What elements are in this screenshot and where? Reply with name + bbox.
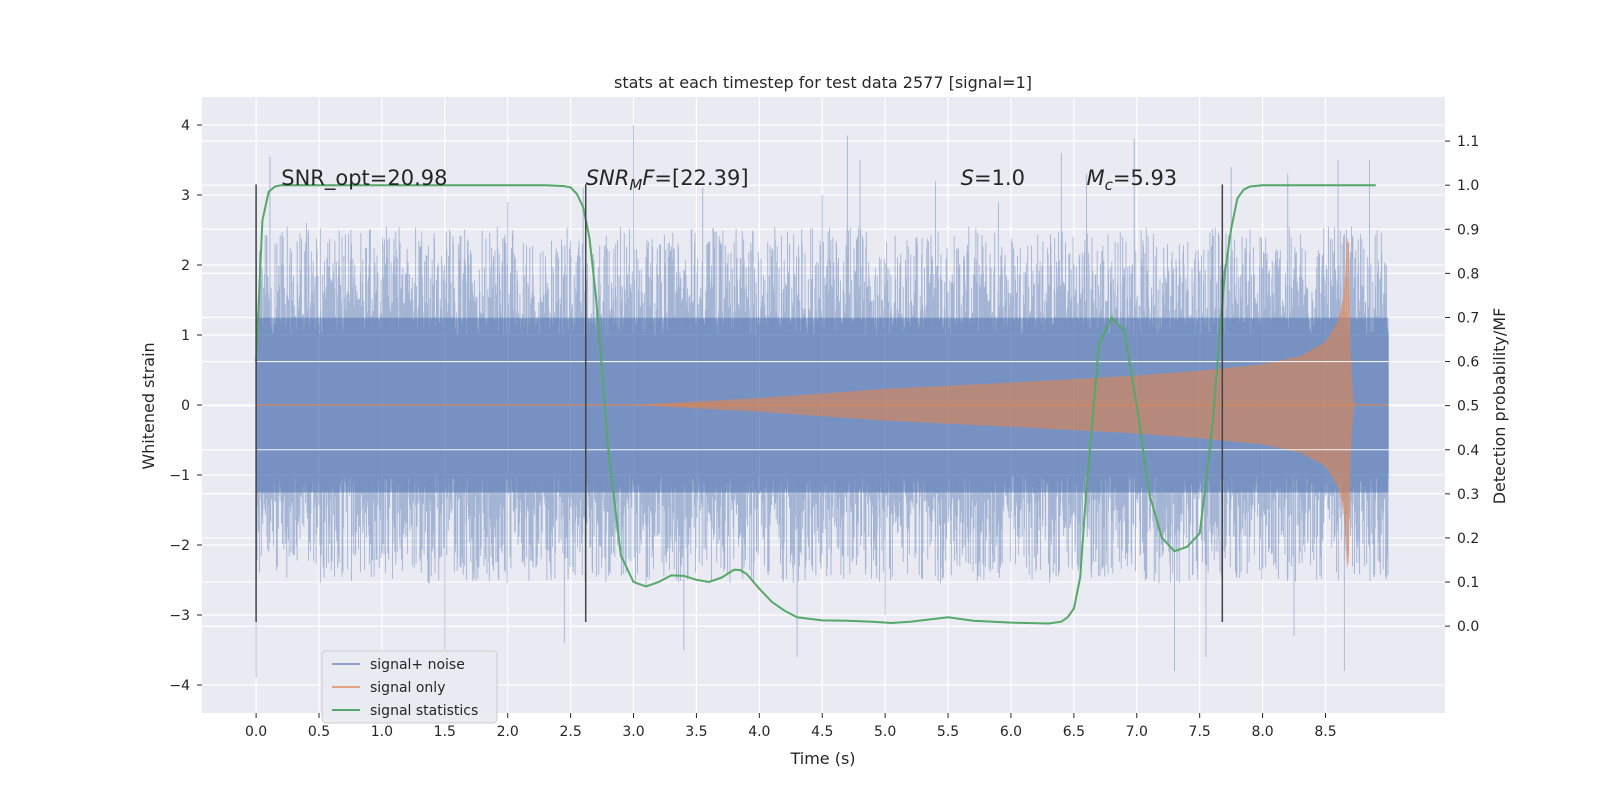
- y-right-tick-label: 0.0: [1457, 619, 1479, 635]
- y-right-tick-label: 1.0: [1457, 178, 1479, 194]
- x-tick-label: 6.0: [1000, 724, 1022, 740]
- y-tick-label: −1: [169, 468, 190, 484]
- x-tick-label: 5.0: [874, 724, 896, 740]
- y-tick-label: 1: [181, 328, 190, 344]
- annotation-text: S: [961, 166, 974, 190]
- statistics-series: [255, 184, 1376, 625]
- x-tick-label: 2.0: [497, 724, 519, 740]
- x-tick-label: 1.0: [371, 724, 393, 740]
- y-right-tick-label: 1.1: [1457, 134, 1479, 150]
- y-right-tick-label: 0.8: [1457, 266, 1479, 282]
- annotation-text: SNR_opt=20.98: [281, 166, 447, 191]
- annotation-1: SNRMF=[22.39]: [586, 166, 749, 194]
- annotation-text: M: [1086, 166, 1104, 190]
- x-tick-label: 7.0: [1126, 724, 1148, 740]
- y-axis-label: Whitened strain: [139, 342, 158, 469]
- x-tick-label: 3.0: [622, 724, 644, 740]
- x-tick-label: 6.5: [1063, 724, 1085, 740]
- annotation-2: S=1.0: [961, 166, 1025, 190]
- y-right-tick-label: 0.3: [1457, 487, 1479, 503]
- annotation-tail: =1.0: [974, 166, 1025, 190]
- legend-label: signal only: [370, 680, 445, 696]
- x-tick-label: 3.5: [685, 724, 707, 740]
- x-tick-label: 0.0: [245, 724, 267, 740]
- y-axis-right-label: Detection probability/MF: [1490, 308, 1509, 505]
- annotation-0: SNR_opt=20.98: [281, 166, 447, 191]
- annotation-3: Mc=5.93: [1086, 166, 1177, 194]
- y-tick-label: 0: [181, 398, 190, 414]
- annotation-text: SNR: [586, 166, 630, 190]
- x-axis-label: Time (s): [789, 749, 855, 768]
- y-tick-label: −2: [169, 538, 190, 554]
- x-tick-label: 2.5: [559, 724, 581, 740]
- y-right-tick-label: 0.1: [1457, 575, 1479, 591]
- x-tick-label: 5.5: [937, 724, 959, 740]
- y-tick-label: −3: [169, 608, 190, 624]
- x-tick-label: 4.5: [811, 724, 833, 740]
- y-tick-label: −4: [169, 678, 190, 694]
- y-right-tick-label: 0.9: [1457, 222, 1479, 238]
- legend: signal+ noise signal only signal statistic…: [321, 650, 498, 724]
- legend-label: signal+ noise: [370, 657, 465, 673]
- y-tick-label: 4: [181, 118, 190, 134]
- y-tick-label: 2: [181, 258, 190, 274]
- x-tick-label: 4.0: [748, 724, 770, 740]
- y-right-tick-label: 0.6: [1457, 355, 1479, 371]
- annotation-tail: =5.93: [1113, 166, 1177, 190]
- annotation-tail: F=[22.39]: [642, 166, 748, 190]
- y-tick-label: 3: [181, 188, 190, 204]
- x-tick-label: 8.5: [1314, 724, 1336, 740]
- x-tick-label: 7.5: [1189, 724, 1211, 740]
- y-right-tick-label: 0.4: [1457, 443, 1479, 459]
- y-right-tick-label: 0.5: [1457, 399, 1479, 415]
- legend-label: signal statistics: [370, 703, 478, 719]
- x-tick-label: 8.0: [1251, 724, 1273, 740]
- y-right-tick-label: 0.7: [1457, 310, 1479, 326]
- chart-title: stats at each timestep for test data 257…: [614, 73, 1032, 92]
- legend-box: [321, 650, 498, 724]
- annotation-subscript: M: [629, 176, 642, 194]
- signal-envelope: [633, 237, 1389, 568]
- y-right-tick-label: 0.2: [1457, 531, 1479, 547]
- annotation-subscript: c: [1105, 176, 1114, 194]
- x-tick-label: 0.5: [308, 724, 330, 740]
- x-tick-label: 1.5: [434, 724, 456, 740]
